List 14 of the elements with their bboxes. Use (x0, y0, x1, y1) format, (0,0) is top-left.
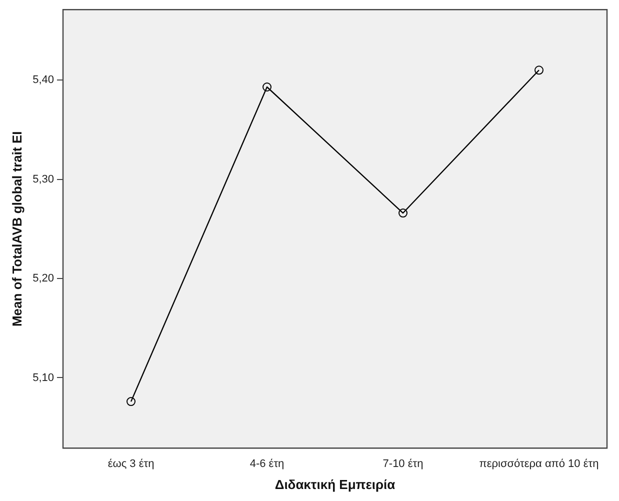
y-tick-label: 5,20 (32, 272, 54, 285)
y-tick-label: 5,10 (32, 372, 54, 384)
point (534, 66, 544, 75)
point (262, 82, 272, 92)
x-tick-label: 7-10 έτη (382, 458, 424, 470)
point (126, 397, 136, 406)
y-tick-label: 5,30 (32, 173, 54, 186)
y-axis-title: Mean of TotalAVB global trait EI (9, 131, 24, 327)
x-tick-label: έως 3 έτη (108, 458, 154, 470)
x-tick-label: 4-6 έτη (250, 458, 284, 470)
x-tick-label: περισσότερα από 10 έτη (479, 458, 599, 470)
y-tick-label: 5,40 (32, 74, 54, 86)
x-axis-title: Διδακτική Εμπειρία (274, 476, 396, 492)
point (398, 208, 408, 218)
